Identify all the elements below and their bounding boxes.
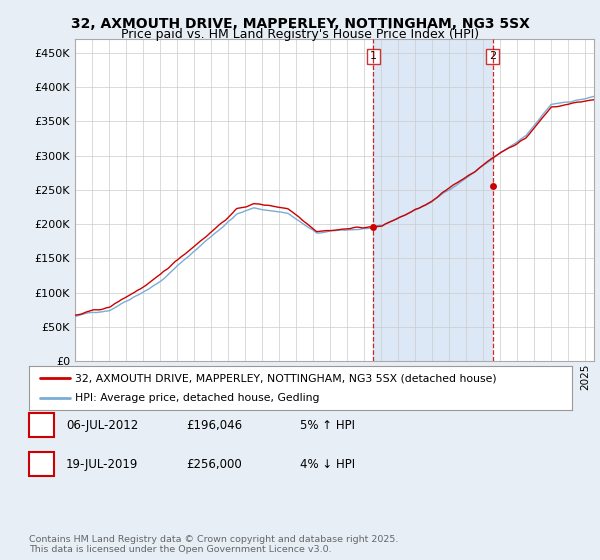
Text: 4% ↓ HPI: 4% ↓ HPI	[300, 458, 355, 471]
Text: 2: 2	[489, 52, 496, 62]
Text: 1: 1	[370, 52, 377, 62]
Text: 5% ↑ HPI: 5% ↑ HPI	[300, 418, 355, 432]
Text: 19-JUL-2019: 19-JUL-2019	[66, 458, 139, 471]
Text: £256,000: £256,000	[186, 458, 242, 471]
Text: Price paid vs. HM Land Registry's House Price Index (HPI): Price paid vs. HM Land Registry's House …	[121, 28, 479, 41]
Text: HPI: Average price, detached house, Gedling: HPI: Average price, detached house, Gedl…	[75, 393, 319, 403]
Text: 2: 2	[37, 458, 46, 471]
Text: 06-JUL-2012: 06-JUL-2012	[66, 418, 138, 432]
Text: 32, AXMOUTH DRIVE, MAPPERLEY, NOTTINGHAM, NG3 5SX: 32, AXMOUTH DRIVE, MAPPERLEY, NOTTINGHAM…	[71, 16, 529, 30]
Bar	[373, 39, 493, 361]
Text: Contains HM Land Registry data © Crown copyright and database right 2025.
This d: Contains HM Land Registry data © Crown c…	[29, 535, 398, 554]
Text: £196,046: £196,046	[186, 418, 242, 432]
Text: 1: 1	[37, 418, 46, 432]
Text: 32, AXMOUTH DRIVE, MAPPERLEY, NOTTINGHAM, NG3 5SX (detached house): 32, AXMOUTH DRIVE, MAPPERLEY, NOTTINGHAM…	[75, 374, 497, 384]
